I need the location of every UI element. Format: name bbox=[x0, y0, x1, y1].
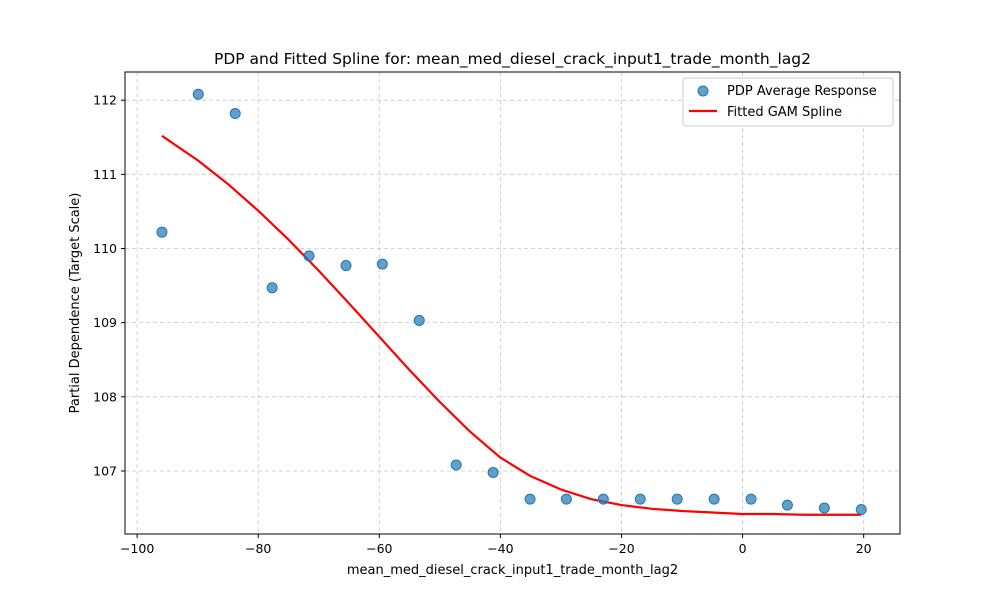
pdp-point bbox=[376, 258, 388, 270]
legend-box bbox=[682, 77, 894, 127]
legend-label-pdp: PDP Average Response bbox=[727, 84, 877, 99]
x-tick-label: −60 bbox=[366, 541, 392, 556]
pdp-point bbox=[708, 493, 720, 505]
pdp-point bbox=[671, 493, 683, 505]
pdp-point bbox=[634, 493, 646, 505]
pdp-point bbox=[855, 504, 867, 516]
scatter-layer bbox=[156, 88, 867, 516]
plot-frame bbox=[124, 71, 901, 535]
x-tick-label: −40 bbox=[487, 541, 513, 556]
x-tick-label: 20 bbox=[856, 541, 872, 556]
x-tick-label: −20 bbox=[608, 541, 634, 556]
y-tick-label: 108 bbox=[93, 389, 117, 404]
y-axis-ticks: 107 108 109 110 111 112 bbox=[93, 93, 125, 478]
legend-marker-pdp bbox=[697, 85, 709, 97]
grid-lines bbox=[125, 72, 900, 534]
y-tick-label: 111 bbox=[93, 167, 117, 182]
y-tick-label: 107 bbox=[93, 463, 117, 478]
pdp-point bbox=[192, 88, 204, 100]
pdp-point bbox=[450, 459, 462, 471]
pdp-point bbox=[597, 493, 609, 505]
y-tick-label: 110 bbox=[93, 241, 117, 256]
pdp-point bbox=[229, 108, 241, 120]
x-axis-ticks: −100 −80 −60 −40 −20 0 20 bbox=[120, 534, 872, 556]
x-tick-label: −80 bbox=[245, 541, 271, 556]
spline-line bbox=[161, 134, 862, 516]
chart-title: PDP and Fitted Spline for: mean_med_dies… bbox=[214, 50, 811, 69]
y-axis-label: Partial Dependence (Target Scale) bbox=[68, 193, 83, 414]
spline-layer bbox=[161, 134, 862, 516]
pdp-point bbox=[487, 466, 499, 478]
pdp-point bbox=[781, 499, 793, 511]
pdp-point bbox=[266, 282, 278, 294]
pdp-point bbox=[818, 502, 830, 514]
pdp-point bbox=[303, 250, 315, 262]
x-tick-label: −100 bbox=[120, 541, 154, 556]
legend-label-spline: Fitted GAM Spline bbox=[727, 105, 842, 120]
x-tick-label: 0 bbox=[739, 541, 747, 556]
pdp-point bbox=[413, 314, 425, 326]
y-tick-label: 109 bbox=[93, 315, 117, 330]
pdp-point bbox=[560, 493, 572, 505]
pdp-point bbox=[156, 226, 168, 238]
legend: PDP Average Response Fitted GAM Spline bbox=[682, 77, 894, 127]
y-tick-label: 112 bbox=[93, 93, 117, 108]
x-axis-label: mean_med_diesel_crack_input1_trade_month… bbox=[347, 563, 678, 578]
pdp-point bbox=[524, 493, 536, 505]
pdp-point bbox=[340, 260, 352, 272]
pdp-point bbox=[745, 493, 757, 505]
